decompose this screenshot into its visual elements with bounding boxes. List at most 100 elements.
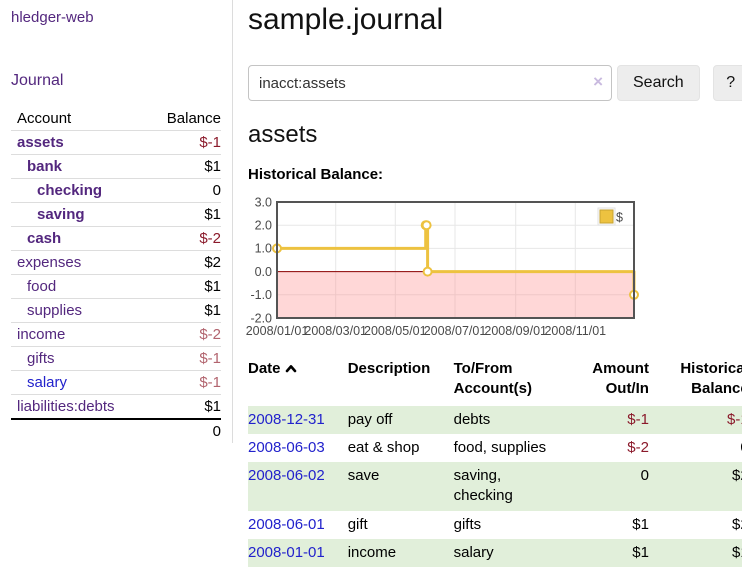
transaction-description: gift [347, 515, 368, 533]
transaction-balance: $2 [732, 467, 742, 485]
transaction-balance: $1 [732, 543, 742, 561]
transaction-accounts: debts [453, 410, 491, 428]
transaction-date-link[interactable]: 2008-06-03 [248, 438, 325, 456]
transaction-amount: $1 [632, 543, 649, 561]
transaction-balance: 0 [649, 434, 742, 462]
main-content: sample.journal × Search ? assets Histori… [233, 0, 742, 568]
svg-text:$: $ [616, 211, 623, 225]
svg-text:1.0: 1.0 [255, 242, 272, 256]
transaction-description: income [347, 543, 397, 561]
transaction-accounts: salary [453, 543, 494, 561]
svg-text:-2.0: -2.0 [250, 311, 272, 325]
transaction-date-link[interactable]: 2008-12-31 [248, 410, 325, 428]
svg-text:2.0: 2.0 [255, 219, 272, 233]
account-link-income[interactable]: income [17, 326, 66, 343]
account-row: expenses $2 [11, 250, 221, 275]
transaction-date: 2008-12-31 [248, 406, 348, 434]
accounts-table: Account Balance assets $-1 bank $1 checking 0… [11, 107, 221, 443]
account-link-cash[interactable]: cash [27, 230, 62, 247]
account-balance: $1 [148, 202, 221, 227]
accounts-total-value: 0 [148, 418, 221, 443]
transaction-date: 2008-06-02 [248, 462, 348, 511]
clear-search-icon[interactable]: × [593, 72, 603, 91]
account-row: assets $-1 [11, 130, 221, 155]
historical-balance-chart: 3.0 2.0 1.0 0.0 -1.0 -2.0 2008/01/01 2008/03/01… [246, 195, 742, 344]
account-balance: $1 [148, 274, 221, 299]
account-balance: $1 [148, 154, 221, 179]
account-link-saving[interactable]: saving [37, 206, 85, 223]
transaction-date-link[interactable]: 2008-06-02 [248, 467, 325, 485]
register-table-body: 2008-12-31 pay off debts $-1 $-1 2008-06-03 ea… [248, 405, 742, 568]
register-header-accounts: To/From Account(s) [453, 360, 532, 397]
transaction-description: eat & shop [347, 438, 420, 456]
account-row: salary $-1 [11, 370, 221, 395]
accounts-total-spacer [11, 418, 149, 443]
account-balance: $-2 [148, 322, 221, 347]
transaction-row[interactable]: 2008-12-31 pay off debts $-1 $-1 [248, 405, 742, 434]
register-table: Date Description To/From Account(s) Amou… [248, 357, 742, 568]
search-input[interactable] [248, 65, 612, 101]
account-row: income $-2 [11, 322, 221, 347]
account-row: bank $1 [11, 154, 221, 179]
transaction-amount: $-2 [627, 438, 649, 456]
transaction-date: 2008-06-03 [248, 434, 348, 462]
transaction-accounts: gifts [453, 515, 482, 533]
register-header-description: Description [347, 360, 431, 377]
register-header-row: Date Description To/From Account(s) Amou… [248, 357, 742, 406]
transaction-date: 2008-06-01 [248, 511, 348, 539]
app-brand-link[interactable]: hledger-web [11, 9, 94, 26]
transaction-accounts: food, supplies [453, 438, 547, 456]
account-balance: $-1 [148, 130, 221, 155]
svg-text:2008/03/01: 2008/03/01 [304, 324, 367, 338]
transaction-row[interactable]: 2008-06-02 save saving, checking 0 $2 [248, 462, 742, 511]
page-title: sample.journal [248, 3, 444, 36]
account-balance: $2 [148, 250, 221, 275]
account-link-salary[interactable]: salary [27, 374, 68, 391]
account-balance: $-1 [148, 346, 221, 371]
account-balance: 0 [148, 178, 221, 203]
account-link-supplies[interactable]: supplies [27, 302, 83, 319]
sidebar-item-journal[interactable]: Journal [11, 72, 64, 89]
transaction-accounts: saving, checking [453, 467, 513, 505]
svg-text:2008/09/01: 2008/09/01 [484, 324, 547, 338]
transaction-row[interactable]: 2008-01-01 income salary $1 $1 [248, 538, 742, 568]
svg-text:-1.0: -1.0 [250, 288, 272, 302]
svg-text:3.0: 3.0 [255, 195, 272, 209]
search-form: × Search ? [248, 65, 742, 101]
register-header-amount: Amount Out/In [592, 360, 649, 397]
transaction-date-link[interactable]: 2008-06-01 [248, 515, 325, 533]
svg-text:2008/11/01: 2008/11/01 [544, 324, 606, 338]
account-link-checking[interactable]: checking [37, 182, 103, 199]
transaction-date: 2008-01-01 [248, 539, 348, 567]
sort-asc-icon [285, 359, 297, 379]
transaction-row[interactable]: 2008-06-03 eat & shop food, supplies $-20 [248, 434, 742, 462]
account-row: supplies $1 [11, 298, 221, 323]
account-row: checking 0 [11, 178, 221, 203]
account-balance: $-1 [148, 370, 221, 395]
search-button[interactable]: Search [617, 65, 700, 101]
transaction-balance: $2 [732, 515, 742, 533]
account-link-assets[interactable]: assets [17, 134, 64, 151]
search-box: × [248, 65, 612, 101]
transaction-description: pay off [347, 410, 393, 428]
account-link-food[interactable]: food [27, 278, 57, 295]
account-link-expenses[interactable]: expenses [17, 254, 82, 271]
account-balance: $1 [148, 298, 221, 323]
account-link-bank[interactable]: bank [27, 158, 63, 175]
transaction-date-link[interactable]: 2008-01-01 [248, 543, 325, 561]
transaction-row[interactable]: 2008-06-01 gift gifts $1 $2 [248, 511, 742, 539]
register-header-date[interactable]: Date [248, 357, 348, 406]
account-row: cash $-2 [11, 226, 221, 251]
accounts-header-row: Account Balance [11, 107, 221, 131]
account-link-gifts[interactable]: gifts [27, 350, 55, 367]
accounts-table-body: assets $-1 bank $1 checking 0 saving $1 cash $-2 e… [11, 130, 221, 419]
transaction-description: save [347, 467, 380, 485]
help-button[interactable]: ? [712, 65, 742, 101]
svg-text:0.0: 0.0 [255, 265, 272, 279]
account-link-liabilities-debts[interactable]: liabilities:debts [17, 398, 115, 415]
svg-text:2008/05/01: 2008/05/01 [364, 324, 427, 338]
register-header-balance: Historical Balance [680, 360, 742, 397]
chart-title: Historical Balance: [248, 166, 384, 183]
accounts-header-account: Account [17, 110, 72, 127]
transaction-amount: $-1 [627, 410, 649, 428]
